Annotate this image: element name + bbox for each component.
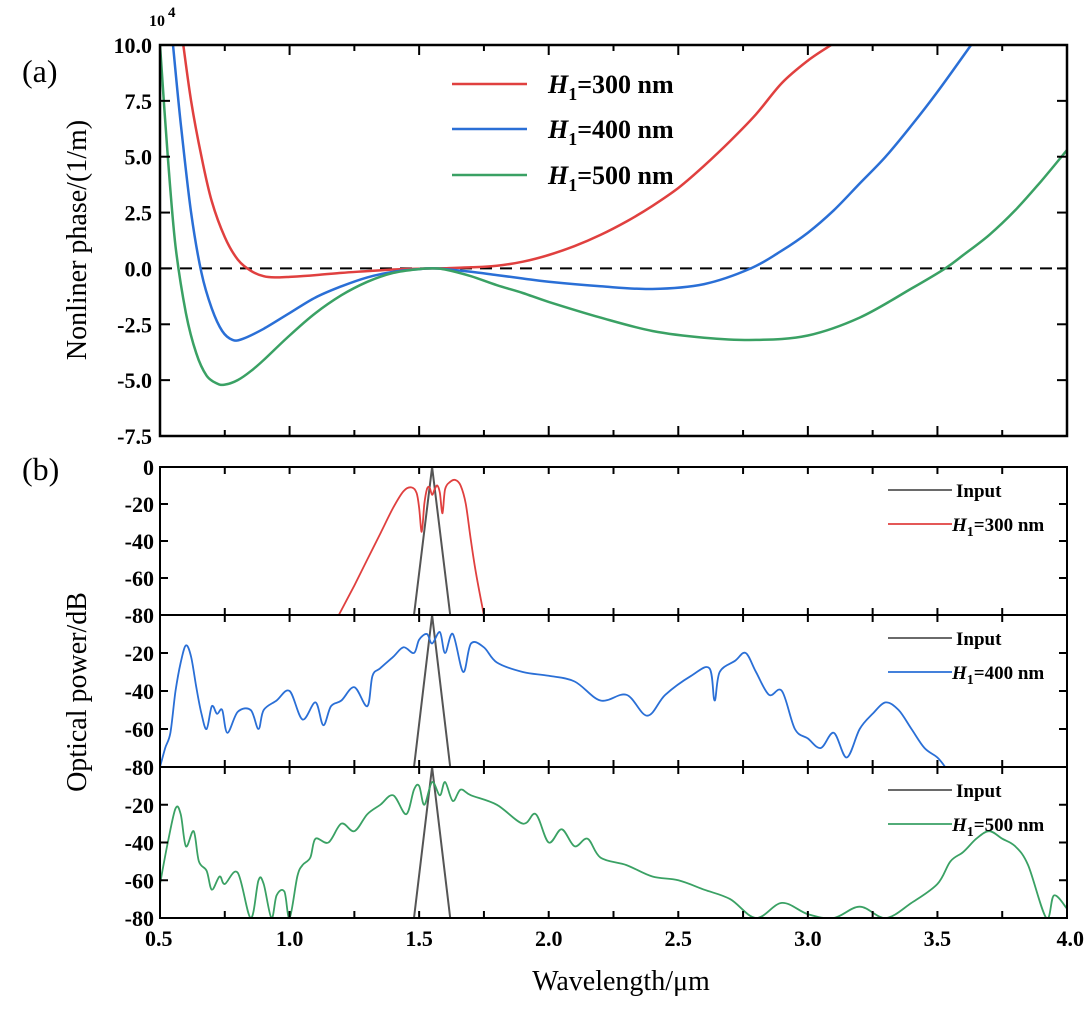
y-tick-label: -60 [125, 868, 154, 893]
y-tick-label: -2.5 [117, 312, 152, 337]
legend-label-input: Input [956, 481, 1002, 502]
input-pulse-curve [413, 767, 452, 918]
panel-a-ticks [159, 44, 1068, 437]
legend-label-series: H1=400 nm [951, 663, 1044, 688]
y-tick-label: -80 [125, 603, 154, 628]
y-tick-label: 0 [143, 455, 154, 480]
y-tick-label: 10.0 [114, 33, 153, 58]
y-tick-label: -7.5 [117, 424, 152, 449]
panel-a-y-tick-labels: 10.0 7.5 5.0 2.5 0.0 -2.5 -5.0 -7.5 [114, 33, 153, 449]
phase-curve-300nm [182, 45, 832, 279]
legend-item-300nm: H1=300 nm [452, 70, 674, 104]
x-tick-label: 0.5 [145, 926, 173, 951]
x-tick-label: 1.5 [405, 926, 433, 951]
panel-b-legend-300nm: Input H1=300 nm [888, 481, 1044, 540]
panel-b-legend-400nm: Input H1=400 nm [888, 629, 1044, 688]
panel-b-x-tick-labels: 0.5 1.0 1.5 2.0 2.5 3.0 3.5 4.0 [145, 926, 1084, 951]
legend-label: H1=500 nm [547, 161, 674, 195]
x-tick-label: 2.5 [665, 926, 693, 951]
x-tick-label: 2.0 [535, 926, 563, 951]
y-tick-label: 5.0 [125, 145, 153, 170]
legend-item-400nm: H1=400 nm [452, 115, 674, 149]
phase-curve-500nm [160, 45, 1067, 387]
input-pulse-curve [413, 467, 452, 615]
x-tick-label: 1.0 [276, 926, 304, 951]
y-tick-label: -40 [125, 529, 154, 554]
output-spectrum-400nm [160, 631, 946, 767]
x-axis-title: Wavelength/μm [532, 966, 710, 997]
output-spectrum-300nm [338, 478, 485, 615]
legend-item-500nm: H1=500 nm [452, 161, 674, 195]
y-tick-label: -40 [125, 679, 154, 704]
legend-label: H1=400 nm [547, 115, 674, 149]
x-tick-label: 4.0 [1057, 926, 1085, 951]
y-tick-label: 2.5 [125, 201, 153, 226]
y-tick-label: -80 [125, 755, 154, 780]
output-spectrum-500nm [160, 781, 1067, 918]
y-tick-label: -60 [125, 566, 154, 591]
panel-b-subplot-400nm: -20 -40 -60 -80 Input H1=400 nm [125, 614, 1068, 780]
legend-label-input: Input [956, 629, 1002, 650]
y-tick-label: 7.5 [125, 89, 153, 114]
y-multiplier-exponent: 4 [168, 5, 176, 21]
y-tick-label: -40 [125, 831, 154, 856]
y-tick-label: -80 [125, 906, 154, 931]
x-tick-label: 3.0 [794, 926, 822, 951]
legend-label: H1=300 nm [547, 70, 674, 104]
y-tick-label: -20 [125, 492, 154, 517]
panel-a-y-axis-title: Nonliner phase/(1/m) [62, 120, 93, 360]
panel-b-subplot-300nm: 0 -20 -40 -60 -80 Input H1=300 nm [125, 455, 1068, 628]
legend-label-series: H1=300 nm [951, 515, 1044, 540]
x-tick-label: 3.5 [924, 926, 952, 951]
panel-a-curves [160, 45, 1067, 387]
panel-a-phase-chart: (a) 10.0 7.5 5.0 2.5 0.0 -2.5 -5.0 -7.5 10 4 No… [22, 5, 1069, 449]
panel-a-label: (a) [22, 53, 58, 89]
y-tick-label: 0.0 [125, 256, 153, 281]
panel-b-y-axis-title: Optical power/dB [62, 592, 93, 792]
legend-label-series: H1=500 nm [951, 815, 1044, 840]
y-tick-label: -5.0 [117, 368, 152, 393]
y-multiplier-base: 10 [149, 13, 165, 30]
panel-b-label: (b) [22, 451, 59, 487]
y-tick-label: -20 [125, 641, 154, 666]
panel-a-frame [158, 43, 1069, 438]
y-tick-label: -20 [125, 793, 154, 818]
panel-b-power-chart: (b) 0 -20 -40 -60 -80 Input H1=300 nm -20 -40 -60… [22, 451, 1084, 997]
y-tick-label: -60 [125, 717, 154, 742]
panel-b-legend-500nm: Input H1=500 nm [888, 781, 1044, 840]
panel-a-legend: H1=300 nm H1=400 nm H1=500 nm [452, 70, 674, 195]
panel-b-subplot-500nm: -20 -40 -60 -80 Input H1=500 nm [125, 766, 1068, 931]
legend-label-input: Input [956, 781, 1002, 802]
input-pulse-curve [413, 615, 452, 767]
